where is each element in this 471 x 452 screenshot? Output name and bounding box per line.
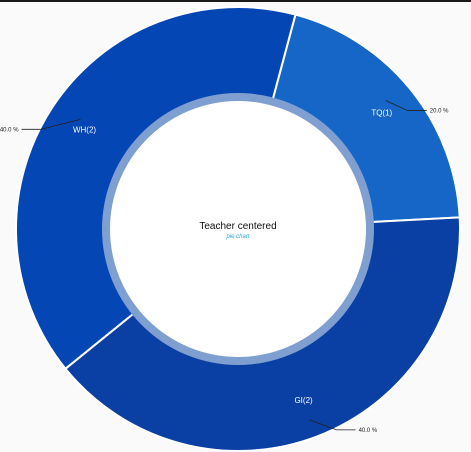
slice-label: TQ(1) bbox=[371, 109, 392, 118]
leader-line bbox=[309, 419, 356, 431]
chart-subtitle: pie chart bbox=[225, 234, 249, 240]
slice-label: WH(2) bbox=[73, 125, 96, 134]
leader-line bbox=[385, 100, 427, 111]
chart-title: Teacher centered bbox=[199, 221, 276, 232]
leader-line bbox=[21, 118, 81, 130]
labels-layer: TQ(1) 20.0 % GI(2) 40.0 % WH(2) 40.0 % bbox=[0, 100, 449, 434]
percent-label: 20.0 % bbox=[430, 109, 449, 115]
slice-label: GI(2) bbox=[294, 396, 313, 405]
center-disc bbox=[110, 101, 366, 357]
percent-label: 40.0 % bbox=[359, 428, 378, 434]
percent-label: 40.0 % bbox=[0, 127, 19, 133]
